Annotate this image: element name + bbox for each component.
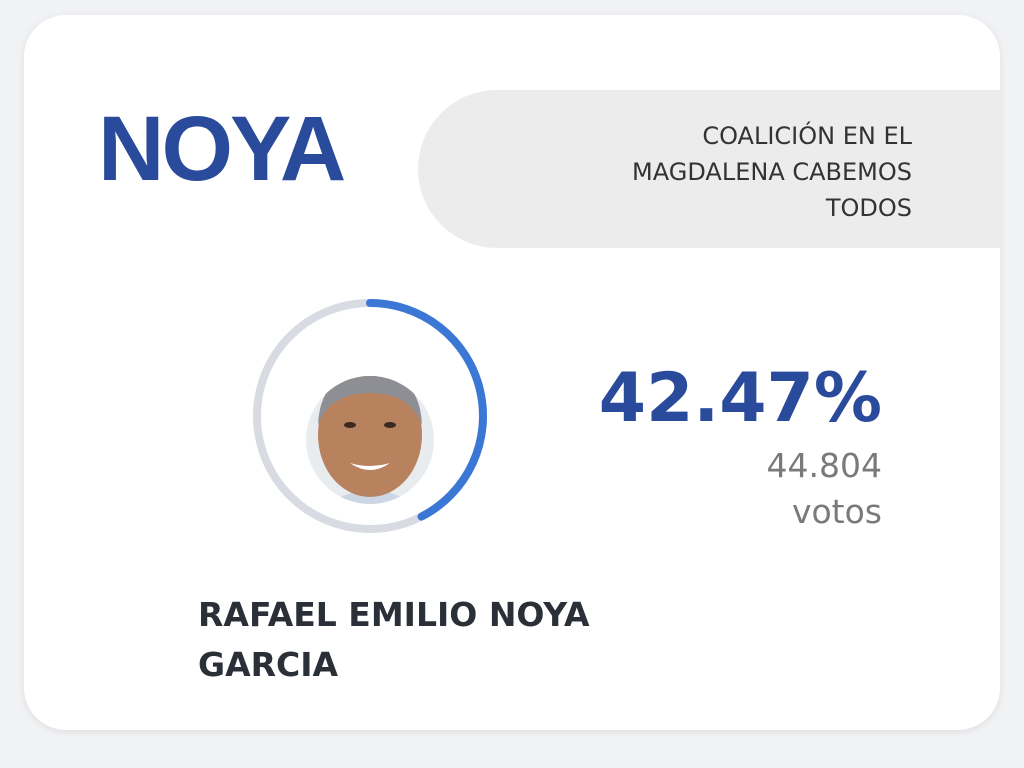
candidate-photo <box>306 376 434 504</box>
party-name: COALICIÓN EN EL MAGDALENA CABEMOS TODOS <box>632 122 912 222</box>
party-badge: COALICIÓN EN EL MAGDALENA CABEMOS TODOS <box>418 90 1000 248</box>
votes: 44.804 votos <box>767 443 882 535</box>
percent-arc <box>366 299 487 521</box>
result-card: NOYA COALICIÓN EN EL MAGDALENA CABEMOS T… <box>24 15 1000 730</box>
votes-count: 44.804 <box>766 446 882 485</box>
logo: NOYA <box>98 98 346 200</box>
percent: 42.47% <box>598 359 882 438</box>
percent-ring <box>253 299 487 533</box>
candidate-name: RAFAEL EMILIO NOYA GARCIA <box>198 595 590 684</box>
votes-unit: votos <box>791 492 882 531</box>
